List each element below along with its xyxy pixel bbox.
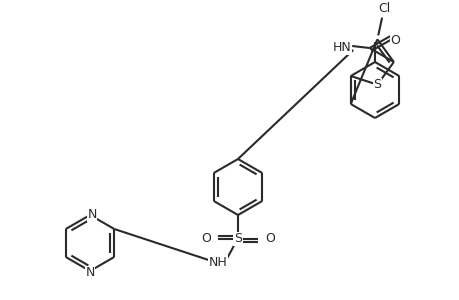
Text: NH: NH — [208, 256, 227, 269]
Text: S: S — [373, 78, 381, 91]
Text: O: O — [201, 232, 210, 245]
Text: S: S — [234, 232, 241, 245]
Text: N: N — [87, 208, 96, 221]
Text: O: O — [389, 34, 399, 46]
Text: N: N — [85, 266, 95, 280]
Text: Cl: Cl — [377, 2, 389, 15]
Text: O: O — [265, 232, 274, 245]
Text: HN: HN — [332, 41, 351, 55]
